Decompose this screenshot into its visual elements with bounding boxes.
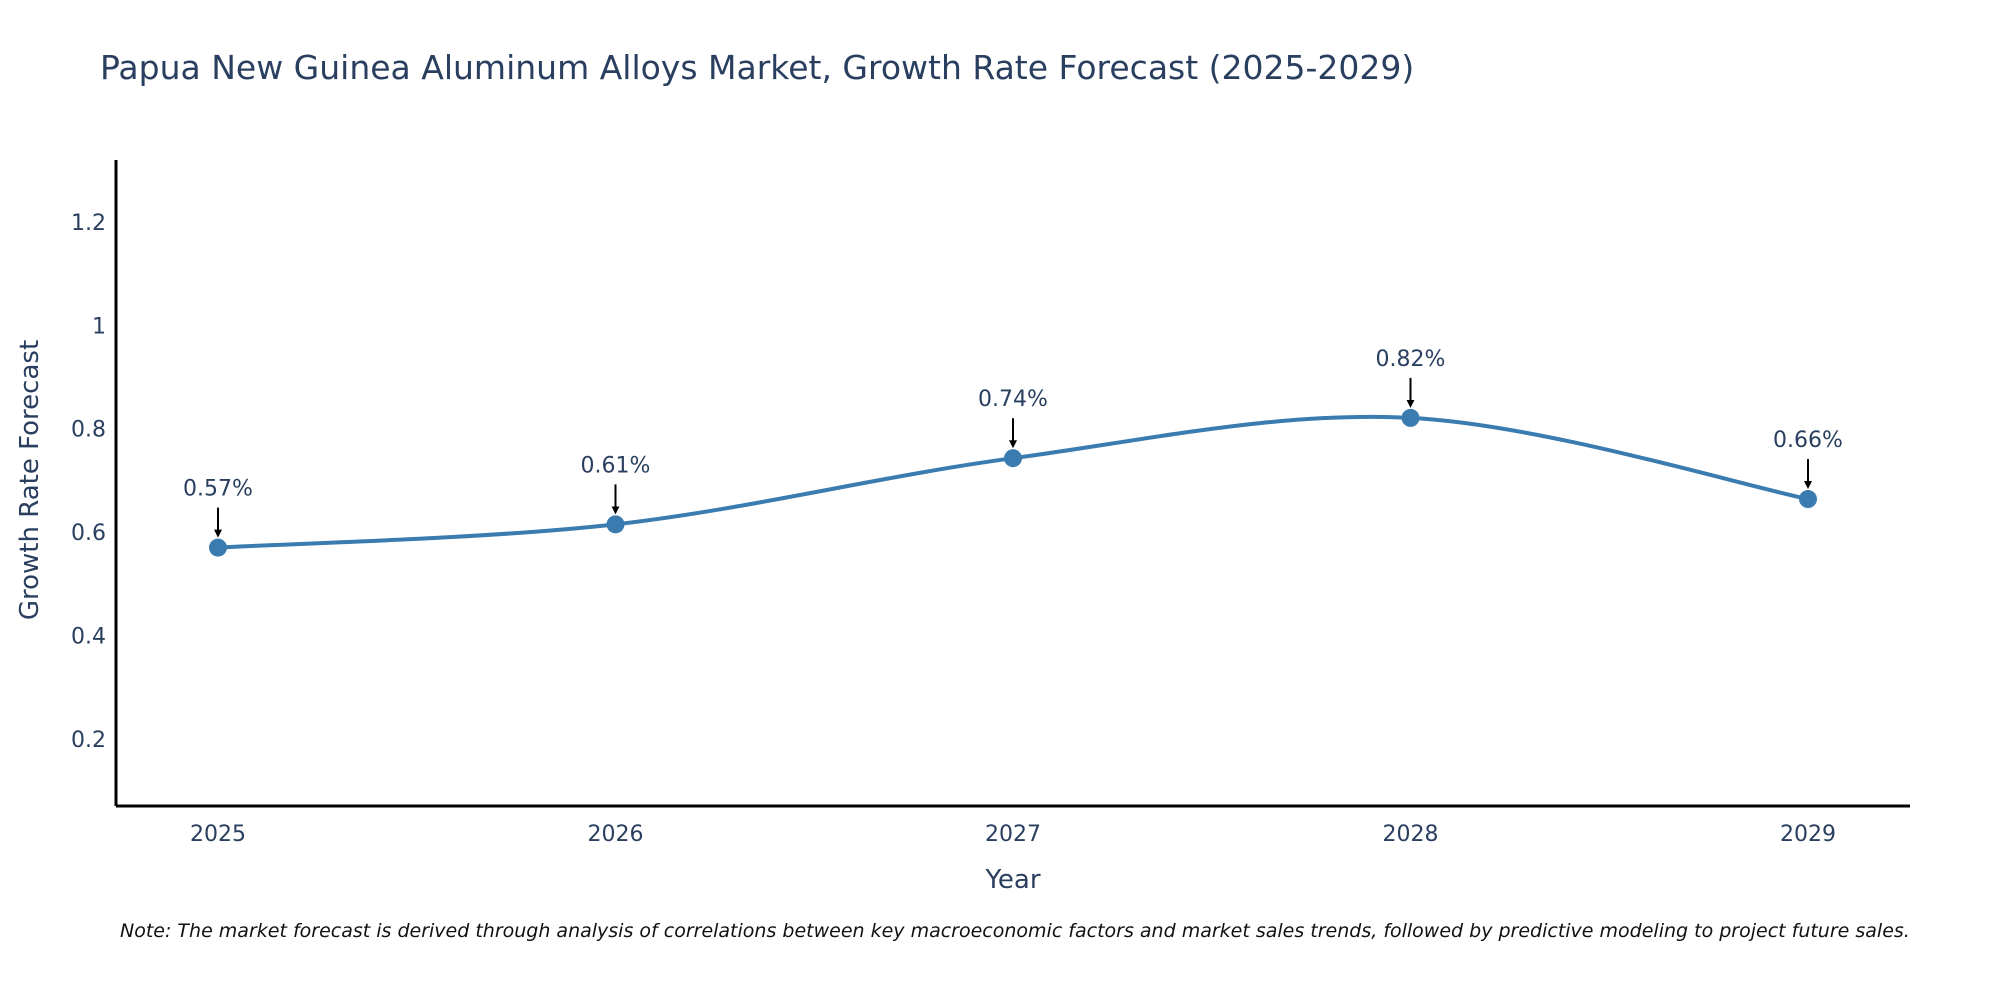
- y-tick-label: 1: [92, 314, 106, 339]
- data-point: [606, 515, 625, 534]
- x-tick-label: 2025: [190, 822, 246, 847]
- data-point: [1004, 449, 1022, 468]
- x-tick-label: 2028: [1383, 822, 1439, 847]
- x-tick-label: 2029: [1780, 822, 1836, 847]
- x-axis-title: Year: [984, 865, 1040, 895]
- data-label: 0.57%: [183, 477, 253, 502]
- y-tick-label: 0.6: [71, 521, 106, 546]
- chart-note: Note: The market forecast is derived thr…: [120, 920, 1910, 942]
- chart-title: Papua New Guinea Aluminum Alloys Market,…: [100, 48, 1415, 87]
- y-tick-label: 0.8: [71, 418, 106, 443]
- data-point: [209, 538, 227, 557]
- x-tick-label: 2027: [985, 822, 1041, 847]
- data-label: 0.82%: [1376, 347, 1446, 372]
- x-tick-label: 2026: [588, 822, 644, 847]
- y-axis-title: Growth Rate Forecast: [15, 340, 45, 620]
- y-tick-label: 0.2: [71, 728, 106, 753]
- data-label: 0.61%: [581, 453, 651, 478]
- y-tick-label: 0.4: [71, 624, 106, 649]
- data-label: 0.74%: [978, 387, 1048, 412]
- y-tick-label: 1.2: [71, 211, 106, 236]
- data-point: [1401, 408, 1420, 427]
- data-label: 0.66%: [1773, 428, 1843, 453]
- data-point: [1799, 490, 1817, 509]
